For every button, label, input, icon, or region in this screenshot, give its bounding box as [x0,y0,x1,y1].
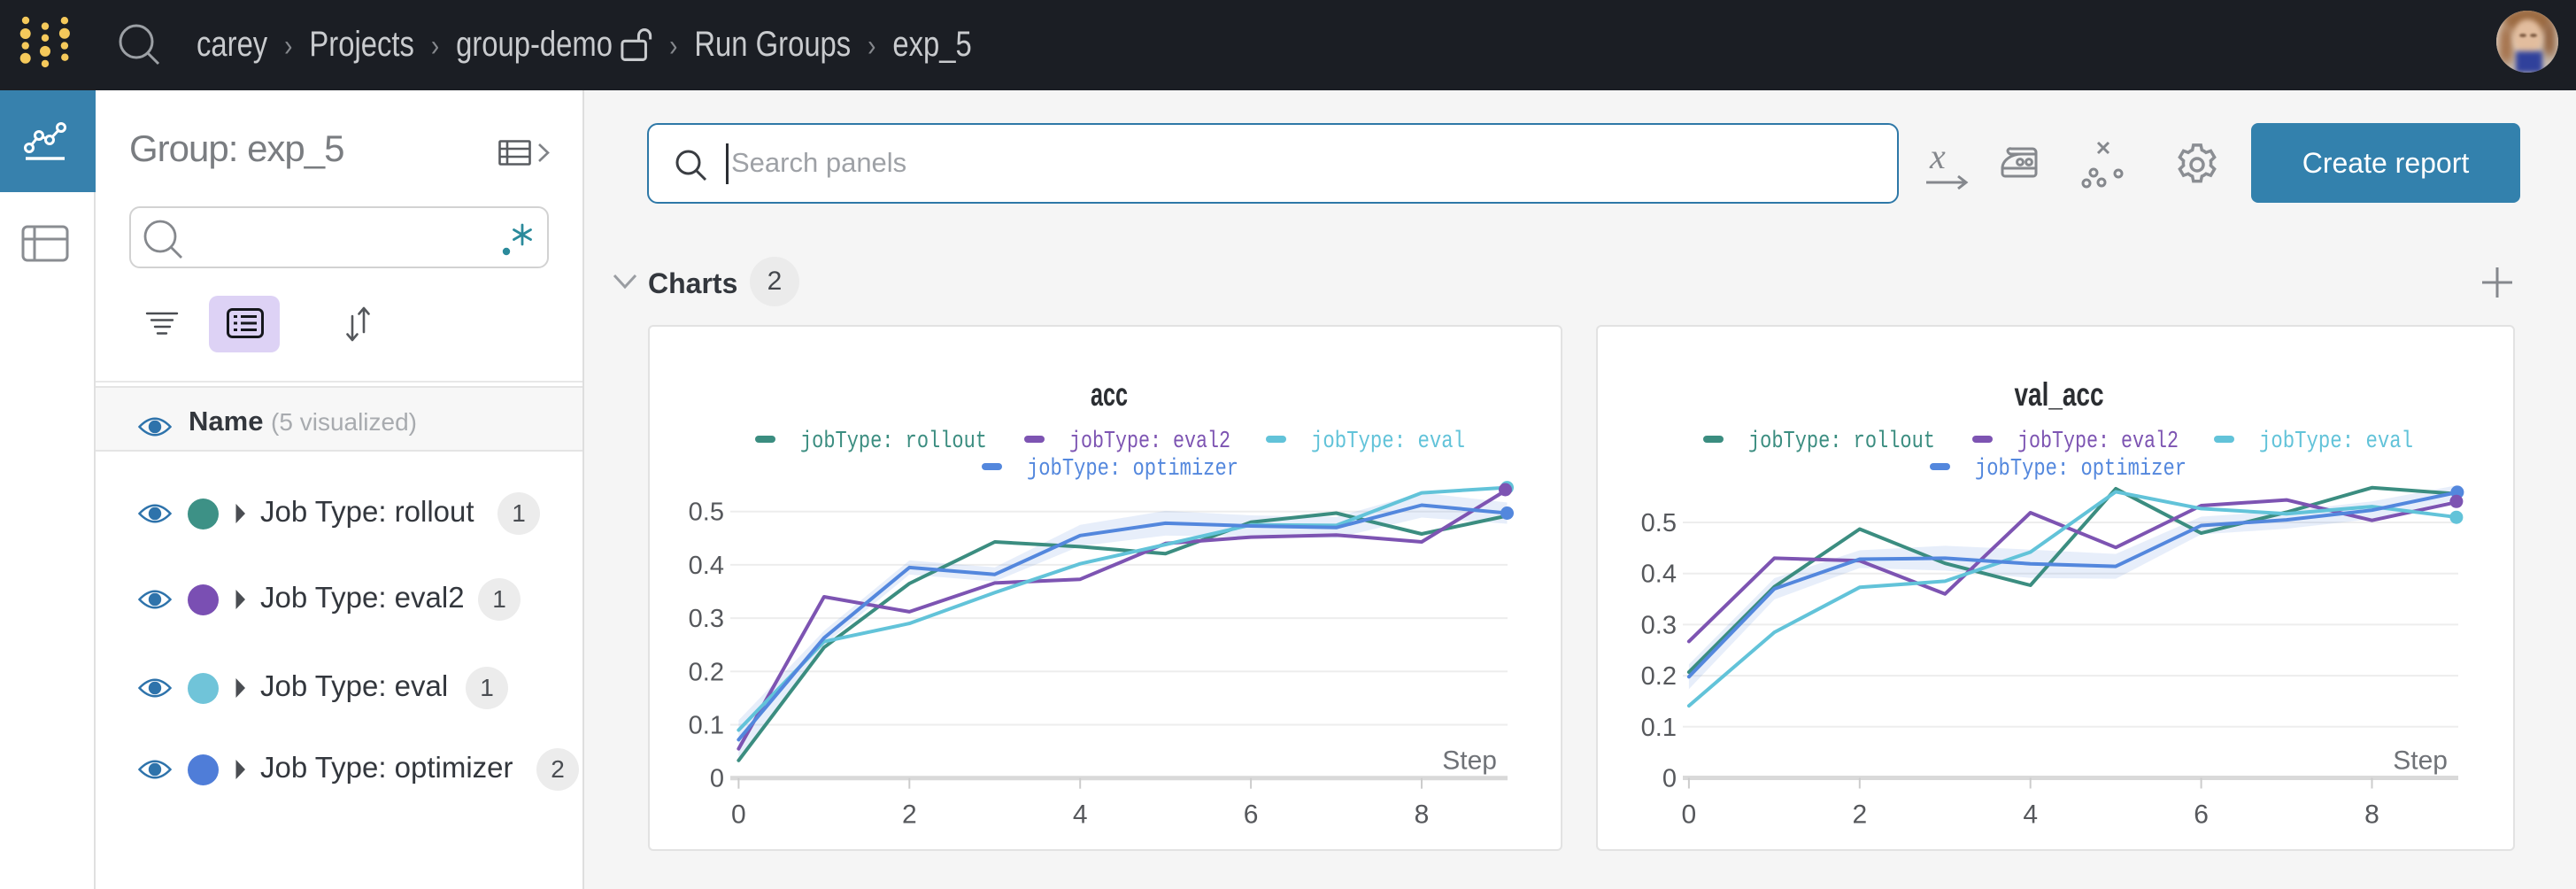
svg-text:0: 0 [1662,765,1677,793]
svg-text:4: 4 [2023,800,2038,830]
svg-text:8: 8 [2364,800,2379,830]
svg-text:jobType: optimizer: jobType: optimizer [1027,456,1238,483]
svg-text:0.3: 0.3 [1641,611,1677,639]
svg-text:jobType: rollout: jobType: rollout [1748,429,1935,455]
svg-text:0.1: 0.1 [1641,714,1677,742]
svg-text:acc: acc [1091,376,1128,413]
svg-text:0.3: 0.3 [689,605,724,633]
svg-text:Step: Step [2393,746,2448,776]
svg-text:4: 4 [1073,800,1088,830]
svg-text:0.4: 0.4 [1641,560,1677,589]
svg-text:0.5: 0.5 [1641,509,1677,537]
svg-text:0.2: 0.2 [1641,662,1677,691]
svg-text:val_acc: val_acc [2015,376,2104,413]
svg-text:0.4: 0.4 [689,552,724,580]
svg-text:jobType: eval: jobType: eval [1311,429,1465,455]
svg-text:0.5: 0.5 [689,499,724,527]
svg-text:0: 0 [1682,800,1697,830]
svg-text:0: 0 [731,800,746,830]
svg-text:x: x [1929,140,1946,176]
svg-text:8: 8 [1415,800,1430,830]
svg-text:2: 2 [1852,800,1867,830]
svg-text:jobType: eval2: jobType: eval2 [2017,429,2179,455]
svg-text:Step: Step [1442,746,1497,776]
svg-text:0.2: 0.2 [689,658,724,686]
svg-text:0: 0 [710,765,724,793]
svg-text:0.1: 0.1 [689,712,724,740]
svg-text:jobType: eval2: jobType: eval2 [1069,429,1230,455]
svg-text:2: 2 [902,800,917,830]
svg-text:jobType: rollout: jobType: rollout [800,429,987,455]
svg-text:jobType: eval: jobType: eval [2259,429,2413,455]
svg-text:jobType: optimizer: jobType: optimizer [1975,456,2187,483]
svg-text:6: 6 [1244,800,1259,830]
svg-text:6: 6 [2194,800,2209,830]
